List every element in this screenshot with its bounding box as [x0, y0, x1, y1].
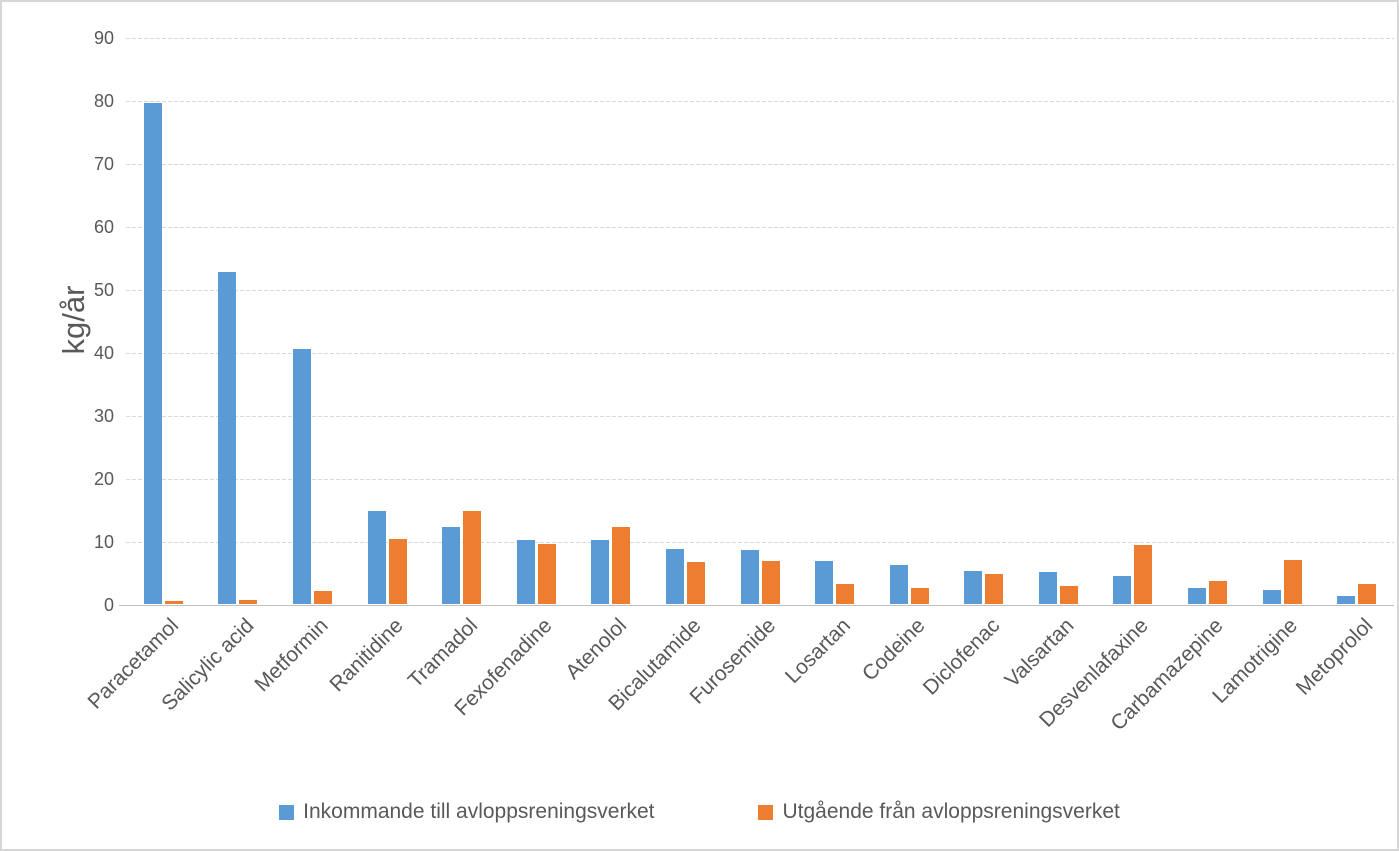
gridline: [126, 164, 1394, 165]
bar-utgaende-metformin: [313, 591, 332, 604]
legend-label: Inkommande till avloppsreningsverket: [303, 800, 655, 823]
x-category-label: Metformin: [250, 614, 333, 697]
gridline: [126, 353, 1394, 354]
bar-inkommande-salicylic-acid: [218, 272, 237, 604]
x-category-label: Valsartan: [1000, 614, 1079, 692]
x-axis-line: [119, 605, 1394, 606]
bar-utgaende-diclofenac: [985, 574, 1004, 604]
bar-inkommande-fexofenadine: [516, 540, 535, 604]
x-category-label: Losartan: [780, 614, 855, 689]
bar-utgaende-metoprolol: [1358, 584, 1377, 604]
legend-label: Utgående från avloppsreningsverket: [782, 800, 1120, 823]
gridline: [126, 416, 1394, 417]
bar-inkommande-furosemide: [740, 550, 759, 604]
y-tick-label: 30: [93, 406, 114, 426]
bar-utgaende-atenolol: [612, 527, 631, 604]
gridline: [126, 290, 1394, 291]
y-tick-label: 80: [93, 91, 114, 111]
bar-inkommande-bicalutamide: [665, 549, 684, 604]
bar-inkommande-atenolol: [591, 540, 610, 604]
y-tick-label: 50: [93, 280, 114, 300]
bar-utgaende-tramadol: [463, 511, 482, 604]
legend-swatch-orange-icon: [758, 804, 774, 820]
gridline: [126, 101, 1394, 102]
bar-inkommande-valsartan: [1038, 572, 1057, 604]
y-tick-label: 70: [93, 154, 114, 174]
y-tick-label: 40: [93, 343, 114, 363]
gridline: [126, 227, 1394, 228]
bar-inkommande-codeine: [889, 565, 908, 604]
y-tick-label: 20: [93, 469, 114, 489]
y-tick-label: 10: [93, 532, 114, 552]
x-category-label: Diclofenac: [918, 614, 1005, 700]
bar-utgaende-valsartan: [1059, 586, 1078, 604]
bar-inkommande-metoprolol: [1337, 596, 1356, 604]
bar-utgaende-lamotrigine: [1283, 560, 1302, 604]
bar-utgaende-bicalutamide: [686, 562, 705, 604]
bar-inkommande-tramadol: [442, 527, 461, 604]
bar-utgaende-salicylic-acid: [239, 600, 258, 604]
bar-utgaende-carbamazepine: [1209, 581, 1228, 604]
bar-utgaende-paracetamol: [164, 601, 183, 604]
x-category-label: Atenolol: [561, 614, 632, 684]
bar-utgaende-fexofenadine: [537, 544, 556, 604]
bar-utgaende-furosemide: [761, 561, 780, 604]
legend-item-inkommande: Inkommande till avloppsreningsverket: [279, 800, 654, 824]
bar-inkommande-metformin: [292, 349, 311, 604]
bar-inkommande-losartan: [815, 561, 834, 604]
bar-utgaende-ranitidine: [388, 539, 407, 604]
x-category-label: Tramadol: [403, 614, 482, 693]
bar-inkommande-paracetamol: [143, 103, 162, 604]
bar-inkommande-ranitidine: [367, 511, 386, 604]
y-tick-label: 90: [93, 28, 114, 48]
bar-utgaende-codeine: [910, 588, 929, 604]
gridline: [126, 479, 1394, 480]
x-category-label: Metoprolol: [1291, 614, 1377, 700]
x-category-label: Ranitidine: [324, 614, 408, 697]
gridline: [126, 542, 1394, 543]
legend-item-utgaende: Utgående från avloppsreningsverket: [758, 800, 1120, 824]
bar-inkommande-diclofenac: [964, 571, 983, 604]
bar-inkommande-desvenlafaxine: [1113, 576, 1132, 604]
legend: Inkommande till avloppsreningsverket Utg…: [2, 800, 1397, 824]
y-tick-label: 0: [103, 595, 114, 615]
plot-area: [119, 38, 1394, 606]
bar-inkommande-carbamazepine: [1188, 588, 1207, 604]
x-category-label: Codeine: [857, 614, 930, 686]
bar-inkommande-lamotrigine: [1262, 590, 1281, 604]
bar-utgaende-desvenlafaxine: [1134, 545, 1153, 604]
bar-utgaende-losartan: [836, 584, 855, 604]
y-tick-label: 60: [93, 217, 114, 237]
gridline: [126, 38, 1394, 39]
legend-swatch-blue-icon: [279, 804, 295, 820]
